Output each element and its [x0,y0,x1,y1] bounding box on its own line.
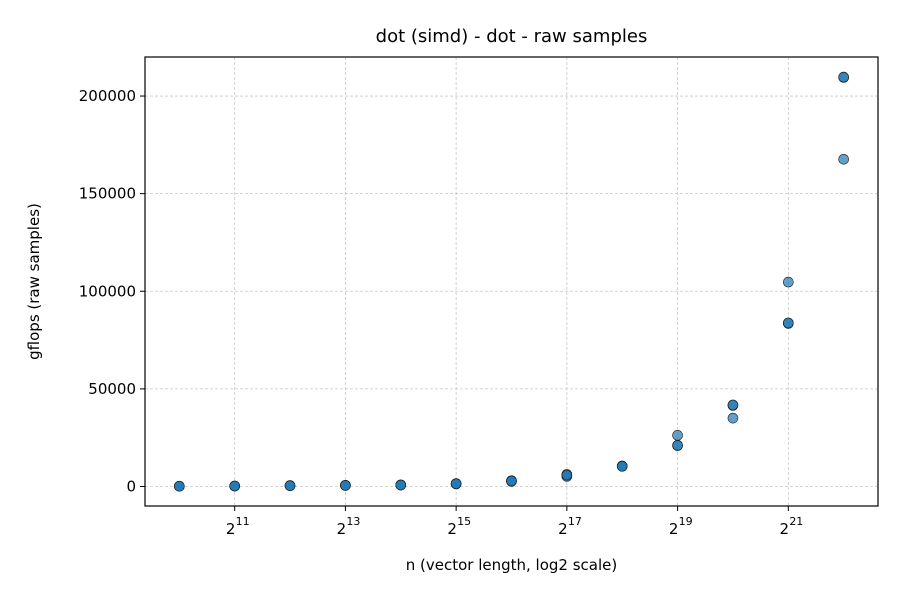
x-tick-label: 2 [337,520,347,538]
grid [145,57,878,506]
data-point [783,276,794,288]
axis-ticks: 2 11 2 13 2 15 2 17 2 19 2 210500001000001500002000… [79,87,804,538]
x-tick-exponent: 15 [457,515,471,528]
x-tick-label: 2 [447,520,457,538]
data-point [340,480,351,491]
x-tick-label: 2 [226,520,236,538]
x-tick-exponent: 11 [236,515,250,528]
y-tick-label: 100000 [79,282,136,300]
data-point [727,399,739,411]
data-point [284,480,296,491]
x-tick-label: 2 [780,520,790,538]
data-point [838,71,849,83]
plot-frame [144,56,879,507]
data-point [229,480,240,492]
data-point [561,469,573,481]
data-point [395,479,407,491]
data-point [616,461,628,472]
data-point [672,430,683,441]
data-point [672,439,683,451]
data-points [174,71,849,492]
y-tick-label: 150000 [79,185,136,203]
x-tick-exponent: 13 [346,515,360,528]
data-point [838,153,849,165]
chart-title: dot (simd) - dot - raw samples [376,26,648,47]
y-tick-label: 0 [126,477,136,495]
x-tick-exponent: 19 [679,515,693,528]
y-axis-title: gflops (raw samples) [25,203,43,360]
data-point [450,478,462,490]
data-point [506,475,517,487]
y-tick-label: 50000 [88,380,136,398]
y-tick-label: 200000 [79,87,136,105]
x-tick-label: 2 [558,520,568,538]
x-tick-exponent: 21 [789,515,803,528]
x-tick-exponent: 17 [568,515,582,528]
data-point [783,317,794,329]
data-point [174,480,185,492]
data-point [727,412,739,424]
x-tick-label: 2 [669,520,679,538]
x-axis-title: n (vector length, log2 scale) [406,556,618,574]
